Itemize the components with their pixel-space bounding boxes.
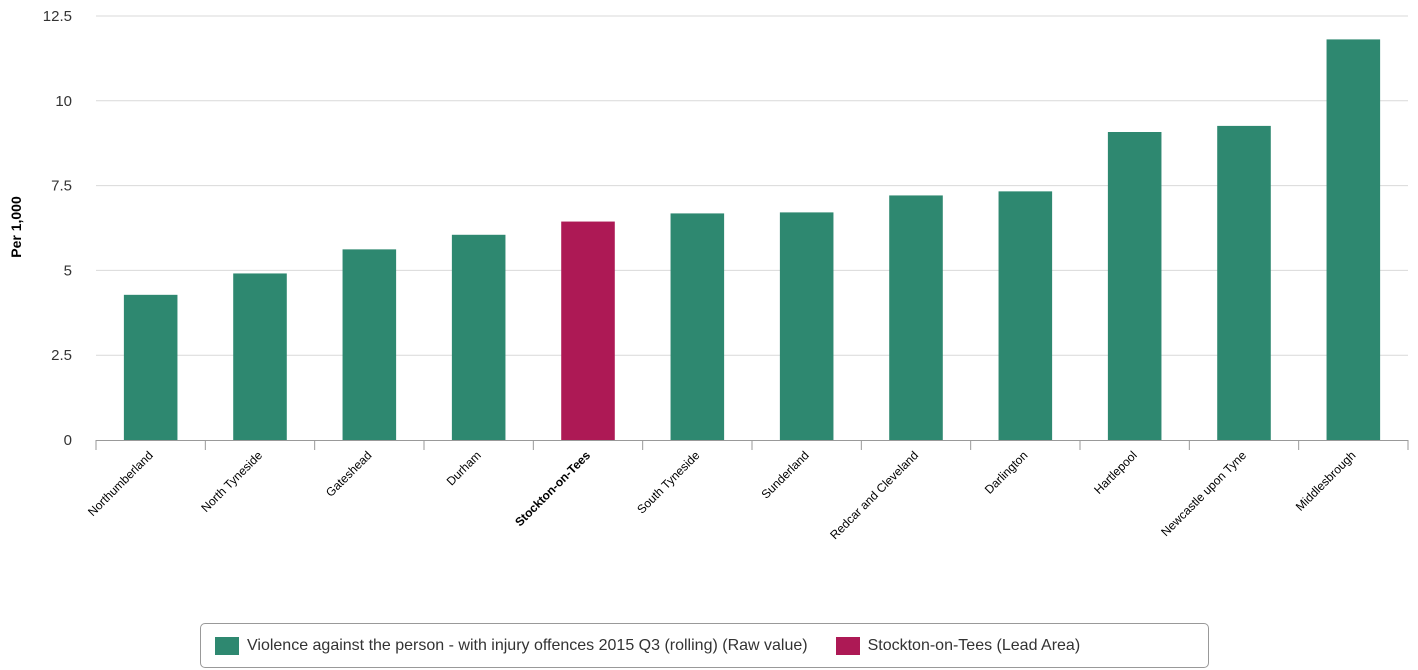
- bars: [123, 39, 1381, 441]
- bar-redcar-and-cleveland[interactable]: [889, 195, 943, 440]
- x-tick-label-newcastle-upon-tyne: Newcastle upon Tyne: [1158, 448, 1249, 539]
- legend-label-raw-value: Violence against the person - with injur…: [247, 636, 808, 654]
- y-tick-label: 0: [64, 432, 72, 449]
- x-tick-label-stockton-on-tees: Stockton-on-Tees: [512, 448, 593, 529]
- x-axis-category-labels: Northumberland North Tyneside Gateshead Dur…: [85, 448, 1358, 542]
- x-tick-label-gateshead: Gateshead: [323, 448, 374, 499]
- grid-lines: [96, 15, 1408, 356]
- legend: Violence against the person - with injur…: [200, 623, 1209, 668]
- bar-hartlepool[interactable]: [1107, 132, 1162, 440]
- y-tick-label: 5: [64, 262, 72, 279]
- x-tick-label-sunderland: Sunderland: [758, 448, 811, 501]
- bar-south-tyneside[interactable]: [670, 213, 725, 440]
- bar-stockton-on-tees[interactable]: [561, 221, 615, 440]
- x-tick-label-middlesbrough: Middlesbrough: [1293, 448, 1359, 514]
- x-tick-label-northumberland: Northumberland: [85, 448, 156, 519]
- x-axis: [95, 440, 1409, 450]
- x-tick-label-durham: Durham: [444, 448, 484, 488]
- x-tick-label-hartlepool: Hartlepool: [1091, 448, 1140, 497]
- x-tick-label-north-tyneside: North Tyneside: [198, 448, 265, 515]
- legend-label-lead-area: Stockton-on-Tees (Lead Area): [867, 636, 1081, 654]
- x-tick-label-darlington: Darlington: [982, 448, 1031, 497]
- x-tick-label-south-tyneside: South Tyneside: [634, 448, 702, 516]
- legend-swatch-lead-area: [835, 636, 860, 655]
- y-tick-label: 2.5: [51, 347, 72, 364]
- bar-middlesbrough[interactable]: [1326, 39, 1381, 441]
- bar-sunderland[interactable]: [779, 212, 834, 440]
- legend-item-lead-area[interactable]: Stockton-on-Tees (Lead Area): [835, 636, 1081, 655]
- bar-durham[interactable]: [451, 234, 506, 440]
- y-axis-title: Per 1,000: [8, 196, 24, 258]
- y-tick-label: 7.5: [51, 178, 72, 195]
- bar-northumberland[interactable]: [123, 294, 178, 440]
- y-axis-ticks: 0 2.5 5 7.5 10 12.5: [43, 8, 72, 449]
- bar-north-tyneside[interactable]: [233, 273, 287, 440]
- bar-darlington[interactable]: [998, 191, 1053, 440]
- x-tick-label-redcar-and-cleveland: Redcar and Cleveland: [827, 448, 921, 542]
- legend-item-raw-value[interactable]: Violence against the person - with injur…: [215, 636, 808, 655]
- legend-swatch-raw-value: [215, 636, 239, 655]
- y-tick-label: 12.5: [43, 8, 72, 25]
- bar-newcastle-upon-tyne[interactable]: [1217, 125, 1271, 440]
- y-tick-label: 10: [55, 93, 72, 110]
- bar-chart: 0 2.5 5 7.5 10 12.5 Northumberland North Tynes…: [8, 8, 1409, 542]
- bar-gateshead[interactable]: [342, 249, 397, 440]
